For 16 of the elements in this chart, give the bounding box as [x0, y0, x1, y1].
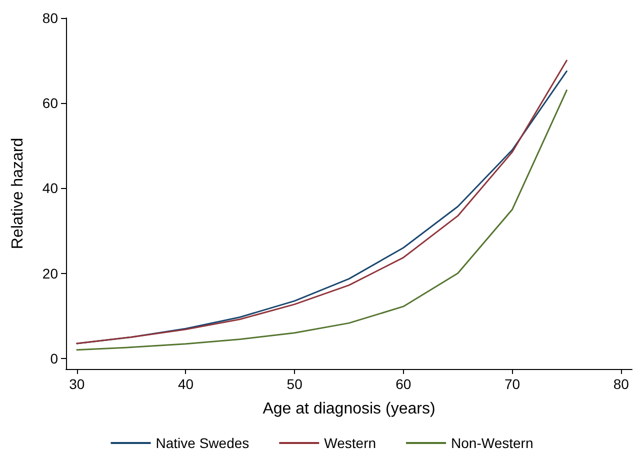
x-tick-label: 70 — [504, 376, 520, 392]
x-tick-label: 60 — [396, 376, 412, 392]
y-tick-label: 40 — [42, 180, 58, 196]
legend-label: Western — [324, 435, 376, 451]
legend-label: Native Swedes — [156, 435, 250, 451]
x-tick-label: 30 — [69, 376, 85, 392]
x-tick-label: 80 — [613, 376, 630, 392]
y-tick-label: 20 — [42, 265, 58, 282]
x-axis-title: Age at diagnosis (years) — [262, 400, 436, 418]
x-tick-label: 50 — [286, 376, 303, 392]
legend-label: Non-Western — [451, 435, 534, 451]
y-axis-title: Relative hazard — [10, 138, 26, 250]
y-tick-label: 80 — [42, 10, 58, 26]
y-tick-label: 60 — [42, 95, 58, 112]
x-tick-label: 40 — [178, 376, 194, 392]
y-tick-label: 0 — [50, 350, 58, 366]
